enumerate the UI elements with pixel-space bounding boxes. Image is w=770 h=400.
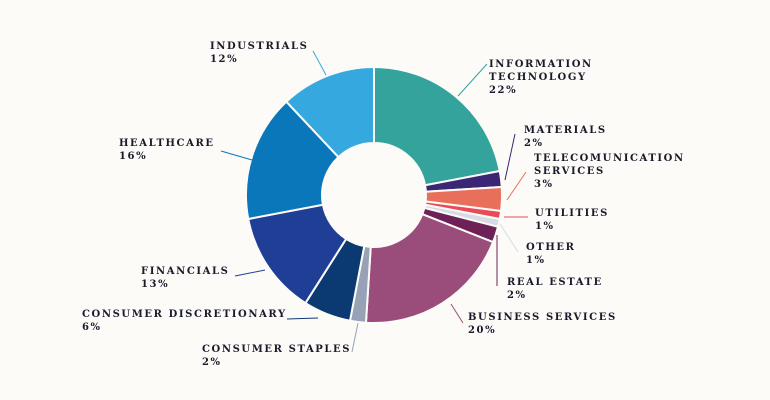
leader-line — [234, 269, 266, 277]
leader-line — [499, 223, 519, 253]
leader-line — [450, 303, 464, 324]
slice-label: INDUSTRIALS 12% — [210, 41, 309, 65]
slice-label: BUSINESS SERVICES 20% — [468, 312, 617, 336]
slice-label: MATERIALS 2% — [524, 125, 607, 149]
leader-line — [220, 150, 253, 161]
slice-label: INFORMATION TECHNOLOGY 22% — [489, 59, 593, 96]
donut-slice-business-services — [364, 212, 495, 324]
donut-slice-healthcare — [245, 100, 340, 221]
slice-label: HEALTHCARE 16% — [119, 138, 215, 162]
slice-label: FINANCIALS 13% — [141, 266, 230, 290]
leader-line — [312, 50, 327, 76]
leader-line — [286, 317, 319, 320]
slice-label: UTILITIES 1% — [535, 208, 609, 232]
leader-line — [506, 171, 527, 201]
leader-line — [457, 63, 488, 97]
donut-slice-industrials — [284, 65, 375, 159]
slice-label: OTHER 1% — [526, 242, 576, 266]
slice-label: REAL ESTATE 2% — [507, 277, 603, 301]
slice-label: CONSUMER DISCRETIONARY 6% — [82, 309, 287, 333]
slice-label: TELECOMUNICATION SERVICES 3% — [534, 153, 685, 190]
donut-slice-information-technology — [373, 65, 501, 187]
leader-line — [504, 133, 516, 181]
leader-line — [351, 322, 359, 353]
slice-label: CONSUMER STAPLES 2% — [202, 344, 352, 368]
